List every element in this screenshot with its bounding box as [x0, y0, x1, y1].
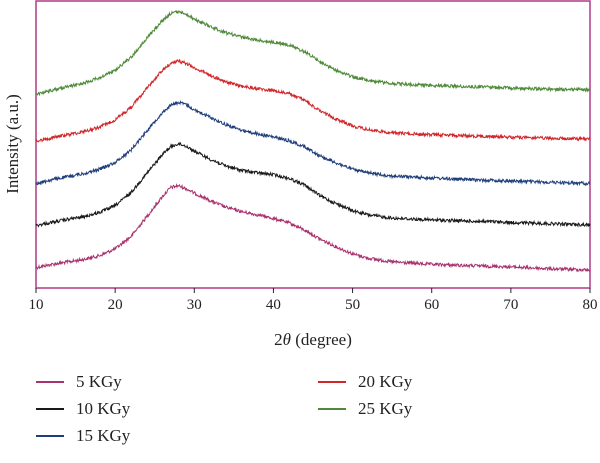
- x-tick-label: 10: [29, 297, 44, 313]
- y-axis-label: Intensity (a.u.): [3, 94, 22, 194]
- series-layer: [35, 10, 591, 273]
- series-line-10-kgy: [35, 141, 591, 228]
- legend-label: 25 KGy: [358, 399, 413, 418]
- x-axis-label: 2θ (degree): [274, 330, 352, 349]
- x-axis-label-suffix: (degree): [291, 330, 352, 349]
- legend: 5 KGy 10 KGy 15 KGy 20 KGy 25 KGy: [36, 372, 413, 445]
- legend-item: 5 KGy: [36, 372, 122, 391]
- legend-label: 10 KGy: [76, 399, 131, 418]
- legend-item: 10 KGy: [36, 399, 131, 418]
- legend-item: 20 KGy: [318, 372, 413, 391]
- x-axis: 10 20 30 40 50 60 70 80: [29, 288, 598, 313]
- series-line-5-kgy: [35, 183, 591, 273]
- x-tick-label: 40: [266, 297, 281, 313]
- x-tick-label: 50: [345, 297, 360, 313]
- x-axis-label-symbol: θ: [283, 330, 291, 349]
- legend-label: 20 KGy: [358, 372, 413, 391]
- legend-label: 5 KGy: [76, 372, 122, 391]
- legend-item: 25 KGy: [318, 399, 413, 418]
- x-tick-label: 60: [424, 297, 439, 313]
- x-tick-label: 70: [503, 297, 518, 313]
- plot-frame: [35, 0, 591, 289]
- x-axis-label-prefix: 2: [274, 330, 283, 349]
- x-tick-label: 20: [108, 297, 123, 313]
- series-line-20-kgy: [35, 58, 591, 143]
- series-line-15-kgy: [35, 100, 591, 187]
- x-tick-label: 80: [583, 297, 598, 313]
- series-line-25-kgy: [35, 10, 591, 97]
- legend-item: 15 KGy: [36, 426, 131, 445]
- x-tick-label: 30: [187, 297, 202, 313]
- legend-label: 15 KGy: [76, 426, 131, 445]
